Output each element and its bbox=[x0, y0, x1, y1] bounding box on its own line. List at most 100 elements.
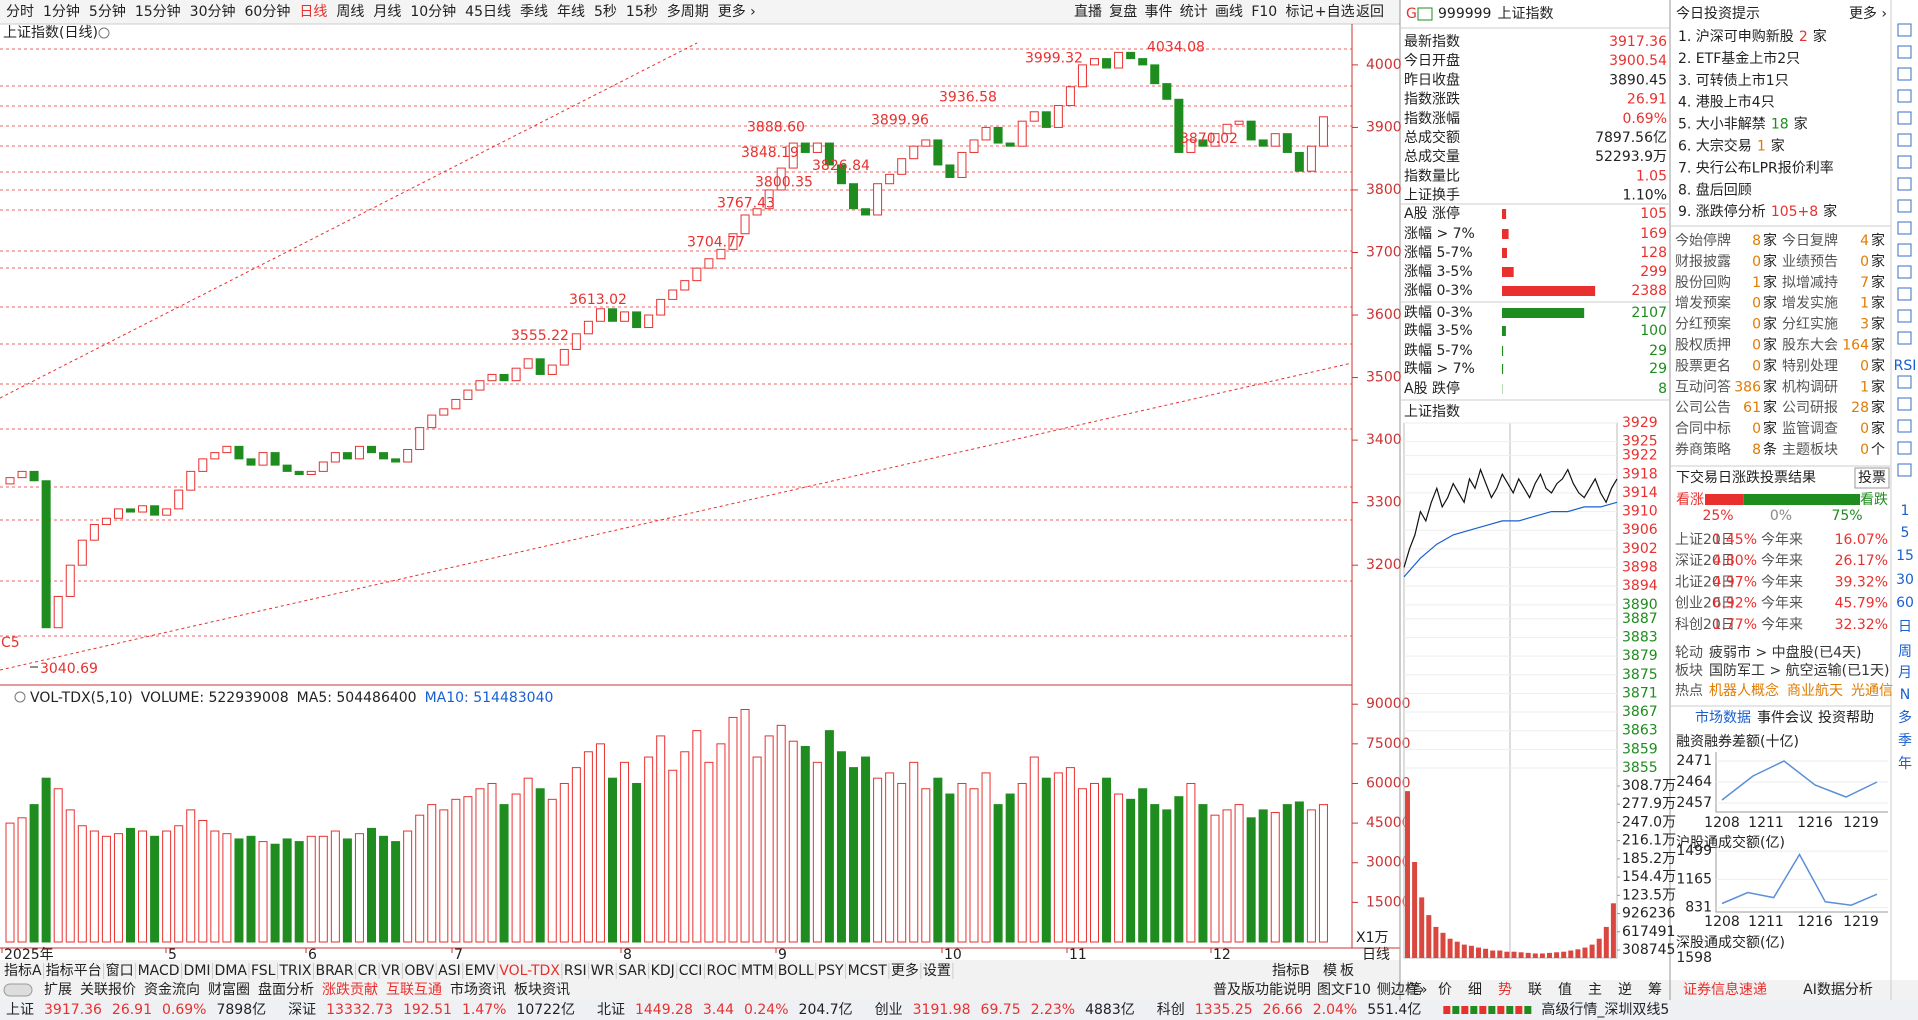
side-tab[interactable]: 值 bbox=[1558, 982, 1572, 998]
period-tab[interactable]: 日线 bbox=[299, 4, 327, 20]
rotation-item[interactable]: 光通信 bbox=[1851, 683, 1893, 699]
ext-tab[interactable]: 资金流向 bbox=[144, 982, 200, 998]
tip-item[interactable]: 6. 大宗交易 bbox=[1678, 138, 1752, 155]
side-tab[interactable]: 势 bbox=[1498, 982, 1512, 998]
indicator-tab[interactable]: MACD bbox=[138, 963, 180, 979]
indicator-tab[interactable]: 窗口 bbox=[106, 962, 134, 979]
event-label[interactable]: 增发预案 bbox=[1675, 295, 1731, 312]
side-button[interactable]: 日 bbox=[1898, 619, 1912, 635]
period-tab[interactable]: 分时 bbox=[6, 4, 34, 20]
event-label[interactable]: 股权质押 bbox=[1675, 338, 1731, 354]
side-button[interactable]: RSI bbox=[1894, 358, 1917, 374]
news-tab[interactable]: 证券信息速递 bbox=[1683, 981, 1767, 998]
panel-link[interactable]: 市场数据 bbox=[1695, 709, 1751, 726]
event-label[interactable]: 业绩预告 bbox=[1782, 254, 1838, 270]
indicator-tab[interactable]: DMI bbox=[184, 963, 211, 979]
tool-button[interactable]: 复盘 bbox=[1109, 3, 1137, 20]
tip-item[interactable]: 7. 央行公布LPR报价利率 bbox=[1678, 159, 1834, 176]
indicator-tab[interactable]: BRAR bbox=[315, 963, 353, 979]
indicator-tab[interactable]: CCI bbox=[679, 963, 703, 979]
event-label[interactable]: 分红实施 bbox=[1782, 317, 1838, 333]
side-button[interactable]: 年 bbox=[1898, 756, 1912, 772]
period-tab[interactable]: 更多 › bbox=[718, 3, 756, 20]
period-tab[interactable]: 60分钟 bbox=[245, 3, 291, 20]
period-tab[interactable]: 45日线 bbox=[465, 4, 511, 20]
more-link[interactable]: 更多 › bbox=[1849, 5, 1887, 22]
vote-button[interactable]: 投票 bbox=[1858, 470, 1886, 486]
period-tab[interactable]: 10分钟 bbox=[410, 3, 456, 20]
period-tab[interactable]: 周线 bbox=[336, 4, 364, 20]
side-button[interactable]: 多 bbox=[1898, 709, 1912, 726]
period-tab[interactable]: 15分钟 bbox=[135, 3, 181, 20]
event-label[interactable]: 分红预案 bbox=[1675, 316, 1731, 333]
event-label[interactable]: 今始停牌 bbox=[1675, 232, 1731, 249]
menu-icon[interactable] bbox=[1417, 7, 1433, 21]
tip-item[interactable]: 9. 涨跌停分析 bbox=[1678, 203, 1766, 220]
indicator-tab[interactable]: MCST bbox=[848, 963, 888, 979]
tip-item[interactable]: 4. 港股上市4只 bbox=[1678, 94, 1775, 111]
ext-link[interactable]: 侧边栏» bbox=[1377, 982, 1428, 998]
indicator-tab[interactable]: 指标平台 bbox=[46, 963, 102, 979]
news-tab[interactable]: AI数据分析 bbox=[1803, 982, 1873, 998]
side-tab[interactable]: 价 bbox=[1438, 982, 1452, 998]
ext-tab[interactable]: 板块资讯 bbox=[514, 982, 570, 998]
panel-link[interactable]: 事件会议 bbox=[1757, 710, 1813, 726]
event-label[interactable]: 今日复牌 bbox=[1782, 232, 1838, 249]
ext-link[interactable]: 普及版功能说明 bbox=[1213, 982, 1311, 998]
side-tab[interactable]: 细 bbox=[1468, 982, 1482, 998]
ext-tab[interactable]: 市场资讯 bbox=[450, 981, 506, 998]
side-button[interactable]: 季 bbox=[1898, 733, 1912, 749]
ext-link[interactable]: 图文F10 bbox=[1317, 982, 1371, 998]
ext-tab[interactable]: 互联互通 bbox=[386, 982, 442, 998]
indicator-tab[interactable]: WR bbox=[591, 963, 615, 979]
event-label[interactable]: 机构调研 bbox=[1782, 379, 1838, 395]
tool-button[interactable]: 直播 bbox=[1074, 3, 1102, 20]
side-tab[interactable]: 笔 bbox=[1408, 982, 1422, 998]
rotation-item[interactable]: 商业航天 bbox=[1787, 683, 1843, 699]
indicator-tab[interactable]: MTM bbox=[741, 963, 774, 979]
rotation-item[interactable]: 国防军工 > 航空运输(已1天) bbox=[1709, 663, 1889, 679]
tip-item[interactable]: 5. 大小非解禁 bbox=[1678, 117, 1766, 133]
indicator-tab[interactable]: 指标A bbox=[4, 963, 42, 979]
event-label[interactable]: 互动问答 bbox=[1675, 378, 1731, 395]
side-button[interactable]: N bbox=[1900, 687, 1910, 703]
indicator-tab[interactable]: TRIX bbox=[278, 963, 311, 979]
ext-tab[interactable]: 关联报价 bbox=[80, 982, 136, 998]
indicator-tab[interactable]: 设置 bbox=[923, 963, 951, 979]
indicator-tab[interactable]: 更多 bbox=[891, 962, 919, 979]
tool-button[interactable]: 返回 bbox=[1356, 4, 1384, 20]
tool-button[interactable]: 统计 bbox=[1180, 4, 1208, 20]
event-label[interactable]: 拟增减持 bbox=[1782, 275, 1838, 291]
event-label[interactable]: 股份回购 bbox=[1675, 275, 1731, 291]
event-label[interactable]: 特别处理 bbox=[1782, 358, 1838, 374]
event-label[interactable]: 增发实施 bbox=[1782, 296, 1838, 312]
rotation-item[interactable]: 机器人概念 bbox=[1709, 682, 1779, 699]
ext-tab[interactable]: 财富圈 bbox=[208, 981, 250, 998]
event-label[interactable]: 主题板块 bbox=[1782, 442, 1838, 458]
side-button[interactable]: 5 bbox=[1901, 525, 1910, 541]
period-tab[interactable]: 年线 bbox=[557, 4, 585, 20]
tip-item[interactable]: 1. 沪深可申购新股 bbox=[1678, 29, 1794, 45]
rotation-item[interactable]: 疲弱市 > 中盘股(已4天) bbox=[1709, 644, 1861, 661]
period-tab[interactable]: 30分钟 bbox=[190, 3, 236, 20]
side-tab[interactable]: 筹 bbox=[1648, 981, 1662, 998]
period-tab[interactable]: 多周期 bbox=[667, 3, 709, 20]
indicator-tab[interactable]: SAR bbox=[618, 963, 647, 979]
event-label[interactable]: 合同中标 bbox=[1675, 421, 1731, 437]
indicator-tab[interactable]: ASI bbox=[438, 963, 461, 979]
tool-button[interactable]: 画线 bbox=[1215, 4, 1243, 20]
indicator-tab[interactable]: PSY bbox=[818, 963, 844, 979]
event-label[interactable]: 监管调查 bbox=[1782, 421, 1838, 437]
tool-button[interactable]: 事件 bbox=[1145, 4, 1173, 20]
indicator-tab[interactable]: 模 bbox=[1323, 963, 1337, 979]
tool-button[interactable]: +自选 bbox=[1315, 4, 1355, 20]
title-icon[interactable] bbox=[14, 691, 26, 703]
side-button[interactable]: 15 bbox=[1896, 548, 1914, 564]
event-label[interactable]: 财报披露 bbox=[1675, 254, 1731, 270]
indicator-tab[interactable]: BOLL bbox=[778, 963, 814, 979]
indicator-tab[interactable]: 指标B bbox=[1272, 963, 1310, 979]
tool-button[interactable]: 标记 bbox=[1286, 4, 1314, 20]
indicator-tab[interactable]: VOL-TDX bbox=[499, 963, 560, 979]
indicator-tab[interactable]: CR bbox=[358, 963, 378, 979]
title-icon[interactable] bbox=[98, 27, 110, 39]
